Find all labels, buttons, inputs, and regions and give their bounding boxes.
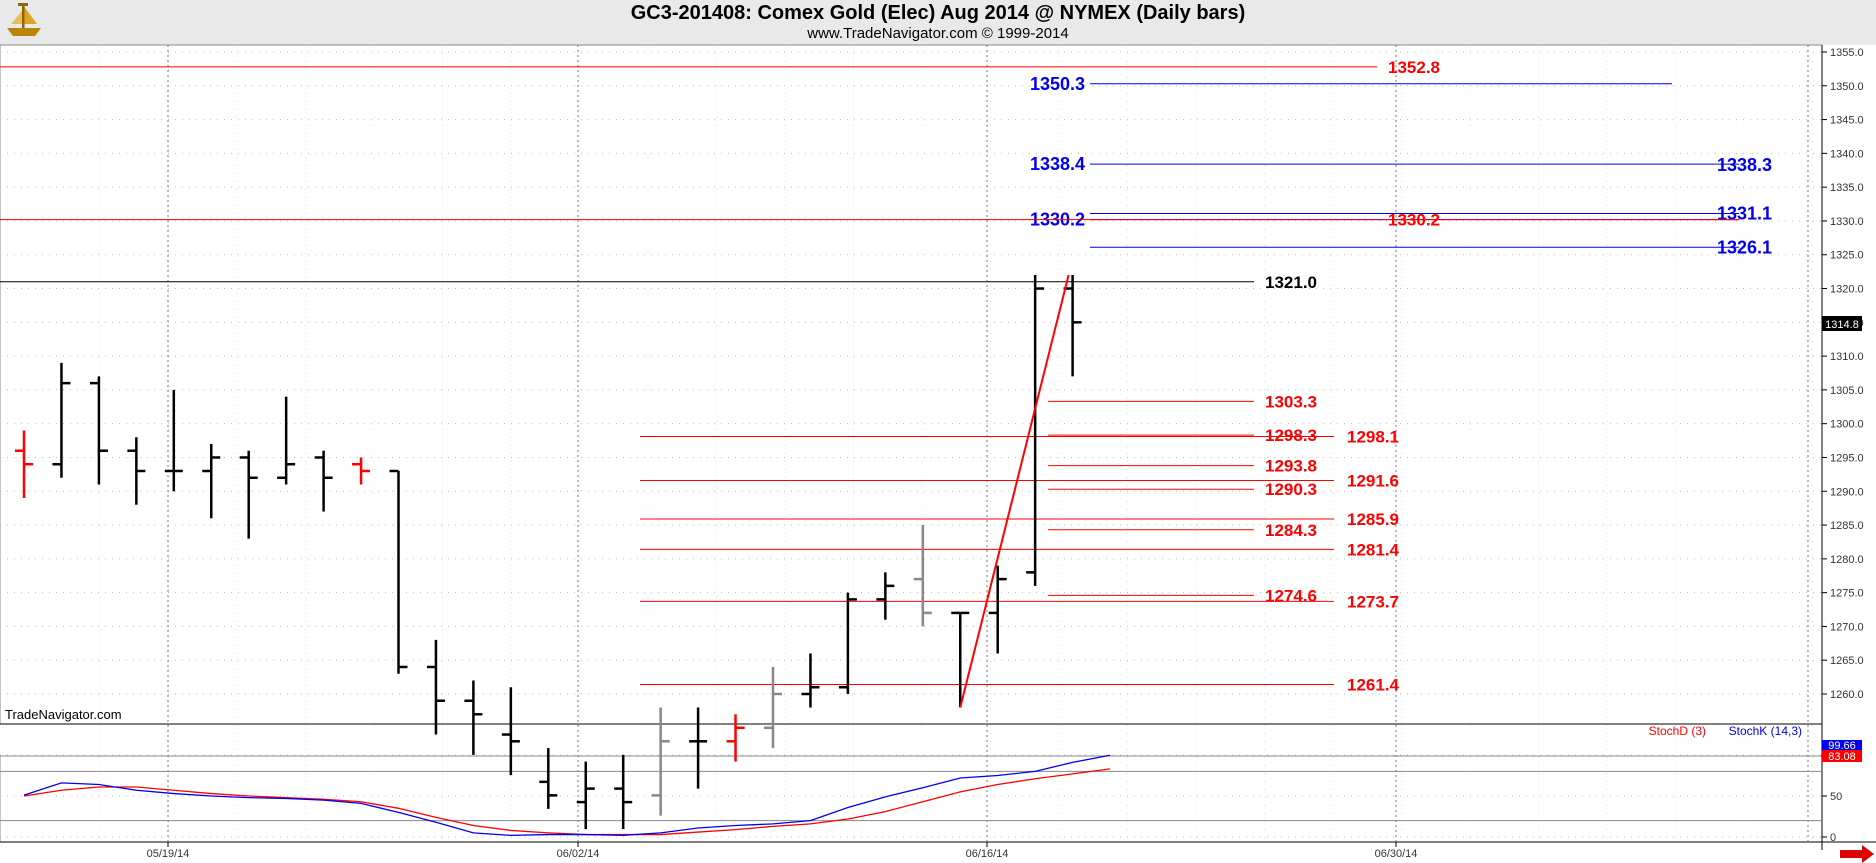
stoch-y-tick-label: 50 (1830, 791, 1842, 803)
ohlc-bar (501, 687, 520, 776)
x-tick-label: 06/02/14 (557, 848, 600, 860)
watermark-text: TradeNavigator.com (5, 707, 122, 722)
y-tick-label: 1270.0 (1830, 621, 1864, 633)
level-label: 1352.8 (1388, 58, 1440, 77)
y-tick-label: 1275.0 (1830, 588, 1864, 600)
chart-header (0, 0, 1876, 45)
ohlc-bar (464, 680, 483, 755)
ohlc-bar (89, 376, 108, 485)
last-price-label: 1314.8 (1825, 319, 1859, 331)
ohlc-bar (164, 389, 183, 492)
level-label: 1331.1 (1717, 204, 1772, 224)
ohlc-bar (689, 707, 708, 789)
stochd-last-value: 83.08 (1828, 751, 1856, 763)
level-label: 1284.3 (1265, 521, 1317, 540)
ohlc-bar (913, 525, 932, 627)
last-price-badge: 1314.8 (1822, 316, 1862, 331)
ohlc-bar (801, 653, 820, 708)
ohlc-bar (389, 469, 408, 674)
y-tick-label: 1320.0 (1830, 284, 1864, 296)
y-tick-label: 1330.0 (1830, 216, 1864, 228)
level-label: 1321.0 (1265, 273, 1317, 292)
ohlc-bar (876, 572, 895, 620)
level-label: 1298.3 (1265, 426, 1317, 445)
y-tick-label: 1325.0 (1830, 250, 1864, 262)
ohlc-bar (539, 748, 558, 809)
stoch-line-red (23, 768, 1111, 836)
ohlc-bar (576, 761, 595, 830)
level-label: 1261.4 (1347, 676, 1400, 695)
y-tick-label: 1290.0 (1830, 486, 1864, 498)
y-tick-label: 1345.0 (1830, 115, 1864, 127)
price-panel (0, 44, 1823, 725)
x-tick-label: 06/30/14 (1375, 848, 1418, 860)
level-label: 1326.1 (1717, 237, 1772, 257)
y-tick-label: 1285.0 (1830, 520, 1864, 532)
level-label: 1291.6 (1347, 471, 1399, 490)
level-label: 1298.1 (1347, 428, 1399, 447)
chart-subtitle: www.TradeNavigator.com © 1999-2014 (807, 25, 1069, 42)
level-label: 1338.3 (1717, 155, 1772, 175)
y-tick-label: 1280.0 (1830, 554, 1864, 566)
ohlc-bar (988, 565, 1007, 654)
ohlc-bar (1026, 275, 1045, 586)
level-label: 1350.3 (1030, 74, 1085, 94)
level-label: 1303.3 (1265, 392, 1317, 411)
y-tick-label: 1295.0 (1830, 452, 1864, 464)
chart-title: GC3-201408: Comex Gold (Elec) Aug 2014 @… (630, 2, 1246, 24)
ohlc-bar (951, 611, 970, 708)
legend-stochd: StochD (3) (1649, 724, 1706, 738)
y-tick-label: 1310.0 (1830, 351, 1864, 363)
level-label: 1273.7 (1347, 592, 1399, 611)
trade-navigator-ship-icon[interactable] (4, 2, 44, 38)
ohlc-bar (52, 362, 71, 478)
ohlc-bar (277, 396, 296, 485)
y-tick-label: 1260.0 (1830, 689, 1864, 701)
axis-panel (1822, 45, 1876, 863)
stochk-last-value: 99.66 (1828, 740, 1856, 752)
level-label: 1285.9 (1347, 510, 1399, 529)
y-tick-label: 1305.0 (1830, 385, 1864, 397)
legend-stochk: StochK (14,3) (1729, 724, 1802, 738)
ohlc-bar (838, 592, 857, 694)
y-tick-label: 1335.0 (1830, 182, 1864, 194)
ohlc-bar (15, 430, 33, 499)
red-arrow-right-icon[interactable] (1840, 845, 1874, 863)
x-tick-label: 06/16/14 (966, 848, 1009, 860)
ohlc-bar (651, 707, 670, 816)
ohlc-bar (352, 457, 371, 485)
y-tick-label: 1300.0 (1830, 419, 1864, 431)
y-tick-label: 1340.0 (1830, 148, 1864, 160)
y-tick-label: 1350.0 (1830, 81, 1864, 93)
ohlc-bar (614, 754, 633, 830)
ohlc-bar (202, 443, 221, 519)
stoch-y-tick-label: 0 (1830, 832, 1836, 844)
stoch-last-badges: 99.66 83.08 (1822, 740, 1862, 763)
y-tick-label: 1355.0 (1830, 47, 1864, 59)
ohlc-bar (314, 450, 333, 512)
y-tick-label: 1265.0 (1830, 655, 1864, 667)
ohlc-bar (764, 666, 782, 749)
ohlc-bar (127, 437, 146, 505)
swing-line (959, 274, 1070, 708)
level-label: 1338.4 (1030, 154, 1085, 174)
stoch-line-blue (23, 754, 1111, 837)
stoch-panel (0, 755, 1823, 843)
x-tick-label: 05/19/14 (147, 848, 190, 860)
level-label: 1330.2 (1388, 211, 1440, 230)
ohlc-bar (426, 639, 445, 735)
level-label: 1290.3 (1265, 480, 1317, 499)
ohlc-bar (726, 714, 745, 762)
level-label: 1274.6 (1265, 586, 1317, 605)
ohlc-bar (239, 450, 258, 539)
level-label: 1281.4 (1347, 540, 1400, 559)
level-label: 1293.8 (1265, 457, 1317, 476)
